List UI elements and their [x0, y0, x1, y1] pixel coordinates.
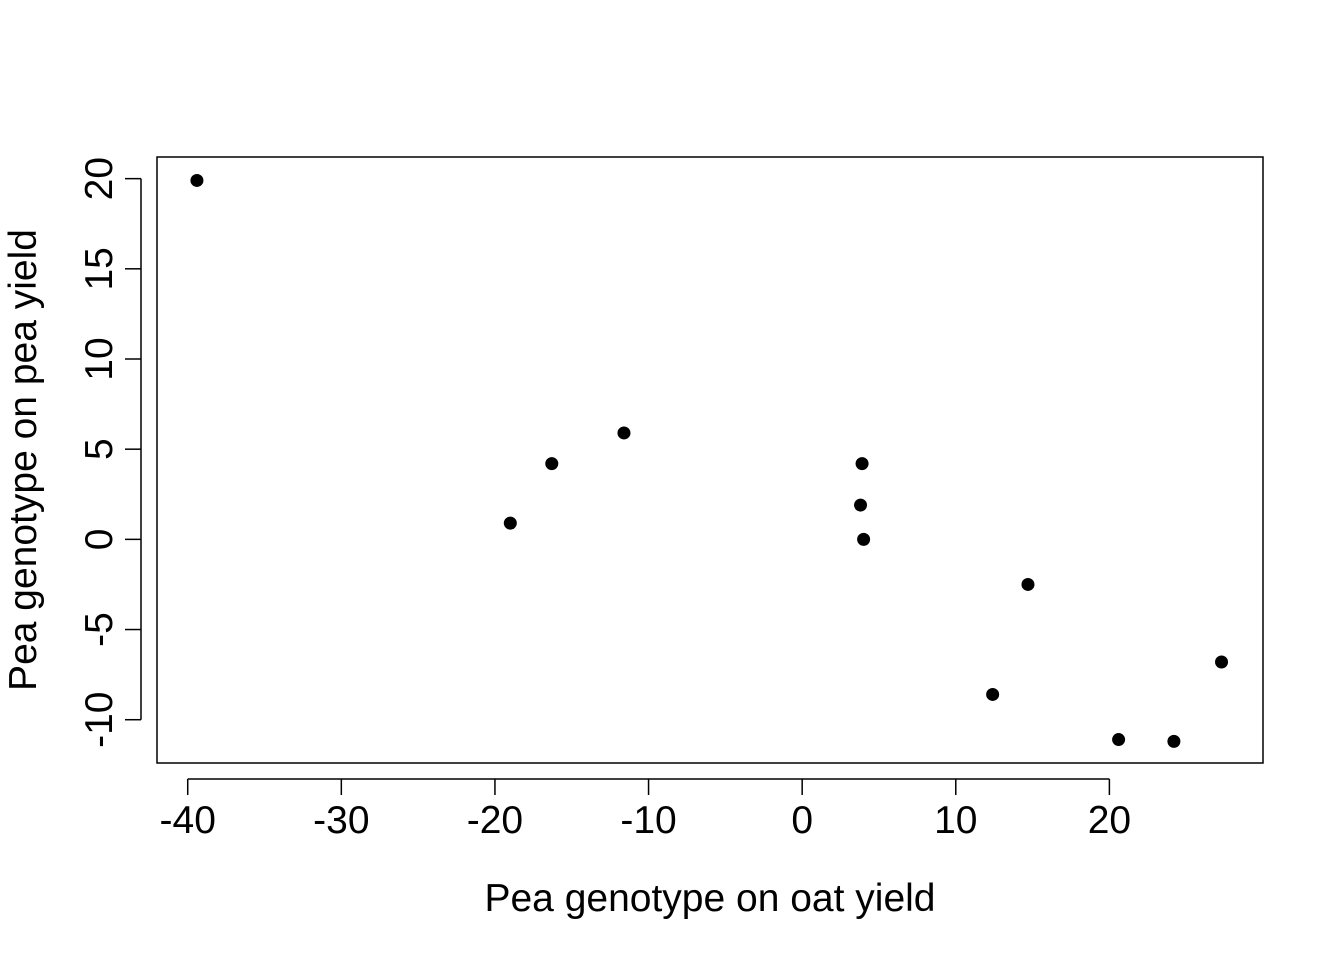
x-tick-label: -20: [467, 799, 523, 842]
plot-frame: [156, 156, 1264, 764]
x-tick-label: 0: [791, 799, 813, 842]
y-tick-label: 0: [78, 529, 121, 551]
y-tick-label: -10: [78, 692, 121, 748]
x-axis: -40 -30 -20 -10 0 10 20: [160, 778, 1131, 842]
y-axis-label: Pea genotype on pea yield: [2, 229, 45, 691]
y-tick-label: 10: [78, 337, 121, 380]
data-points: [190, 173, 1229, 748]
data-point: [1112, 733, 1126, 747]
data-point: [503, 516, 517, 530]
y-tick-label: 15: [78, 247, 121, 290]
data-point: [986, 687, 1000, 701]
y-tick-label: 20: [78, 157, 121, 200]
x-axis-label: Pea genotype on oat yield: [484, 877, 935, 920]
data-point: [190, 173, 204, 187]
x-tick-label: -40: [160, 799, 216, 842]
data-point: [1215, 655, 1229, 669]
data-point: [617, 426, 631, 440]
data-point: [854, 498, 868, 512]
x-tick-label: -30: [313, 799, 369, 842]
y-tick-label: -5: [78, 612, 121, 647]
x-tick-label: -10: [620, 799, 676, 842]
data-point: [855, 457, 869, 471]
y-tick-label: 5: [78, 438, 121, 460]
y-axis: -10 -5 0 5 10 15 20: [78, 157, 142, 748]
data-point: [545, 457, 559, 471]
data-point: [857, 532, 871, 546]
data-point: [1167, 734, 1181, 748]
x-tick-label: 10: [934, 799, 977, 842]
x-tick-label: 20: [1088, 799, 1131, 842]
data-point: [1021, 577, 1035, 591]
